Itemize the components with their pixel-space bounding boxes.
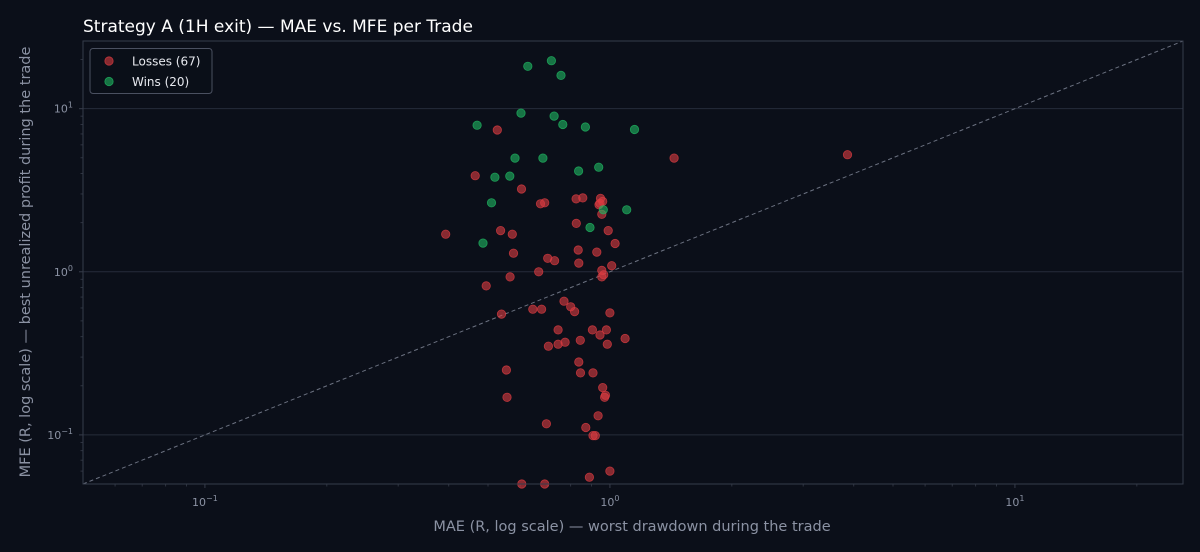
x-tick-label: 100: [600, 494, 619, 509]
loss-point: [601, 325, 612, 335]
loss-point: [842, 150, 853, 160]
loss-point: [575, 335, 585, 345]
y-tick-label: 100: [54, 264, 73, 279]
losses-series: [441, 125, 853, 489]
loss-point: [549, 256, 560, 266]
legend-box: [89, 48, 213, 94]
loss-point: [507, 229, 517, 239]
win-point: [573, 166, 584, 176]
y-axis-label: MFE (R, log scale) — best unrealized pro…: [18, 47, 34, 478]
win-point: [629, 124, 640, 135]
loss-point: [603, 226, 613, 236]
loss-point: [587, 325, 598, 335]
legend-wins-label: Wins (20): [132, 75, 189, 89]
legend: Losses (67) Wins (20): [89, 48, 213, 94]
x-tick-label: 101: [1005, 494, 1024, 509]
loss-point: [501, 365, 511, 375]
loss-point: [505, 272, 515, 282]
loss-point: [508, 248, 519, 258]
loss-point: [543, 341, 554, 351]
loss-point: [559, 296, 569, 306]
x-axis-label: MAE (R, log scale) — worst drawdown duri…: [433, 519, 830, 535]
loss-point: [598, 196, 608, 206]
loss-point: [593, 411, 603, 421]
loss-point: [560, 337, 570, 347]
loss-point: [595, 330, 605, 340]
loss-point: [534, 267, 544, 277]
win-point: [516, 108, 526, 118]
loss-point: [578, 193, 588, 203]
win-point: [546, 56, 557, 66]
win-point: [505, 171, 515, 181]
loss-point: [574, 258, 584, 268]
loss-point: [581, 422, 591, 433]
win-point: [510, 153, 520, 163]
loss-point: [540, 198, 550, 208]
win-point: [594, 162, 604, 172]
loss-point: [607, 261, 617, 271]
axes-frame: [82, 40, 1184, 485]
plot-area: 10−1 100 101 10−1 100 101 Losses (67) Wins (20): [47, 40, 1184, 509]
loss-point: [574, 357, 584, 367]
win-point: [549, 111, 559, 121]
win-point: [538, 153, 548, 163]
y-tick-label: 101: [54, 101, 73, 116]
loss-point: [441, 229, 451, 239]
y-tick-label: 10−1: [47, 427, 73, 442]
loss-point: [502, 392, 512, 402]
loss-point: [575, 368, 586, 378]
win-point: [478, 238, 488, 248]
loss-point: [602, 339, 612, 349]
legend-losses-marker: [104, 56, 114, 66]
win-point: [523, 61, 533, 71]
loss-point: [569, 306, 580, 317]
win-point: [472, 120, 482, 130]
loss-point: [573, 245, 583, 255]
loss-point: [598, 382, 608, 393]
win-point: [585, 222, 595, 233]
loss-point: [669, 153, 679, 163]
diagonal-reference-line: [82, 40, 1184, 485]
legend-wins-marker: [104, 76, 114, 87]
loss-point: [590, 430, 600, 441]
win-point: [580, 122, 591, 132]
win-point: [598, 205, 608, 215]
loss-point: [588, 368, 598, 378]
chart-title: Strategy A (1H exit) — MAE vs. MFE per T…: [83, 17, 473, 37]
loss-point: [620, 333, 630, 344]
win-point: [558, 119, 568, 130]
loss-point: [600, 390, 611, 400]
loss-point: [599, 270, 609, 280]
loss-point: [610, 238, 620, 249]
legend-losses-label: Losses (67): [132, 55, 200, 69]
loss-point: [536, 304, 547, 314]
loss-point: [470, 171, 480, 181]
loss-point: [495, 226, 506, 236]
win-point: [486, 198, 497, 208]
win-point: [490, 172, 500, 182]
loss-point: [496, 309, 507, 319]
x-tick-label: 10−1: [192, 494, 218, 509]
win-point: [622, 205, 632, 215]
loss-point: [528, 304, 538, 314]
loss-point: [553, 325, 563, 335]
loss-point: [481, 281, 491, 291]
wins-series: [472, 56, 640, 248]
loss-point: [605, 308, 615, 318]
loss-point: [516, 184, 527, 194]
loss-point: [571, 218, 581, 228]
win-point: [556, 70, 566, 81]
loss-point: [492, 125, 502, 135]
loss-point: [592, 247, 602, 257]
loss-point: [584, 472, 595, 482]
loss-point: [541, 419, 552, 429]
loss-point: [605, 466, 615, 476]
